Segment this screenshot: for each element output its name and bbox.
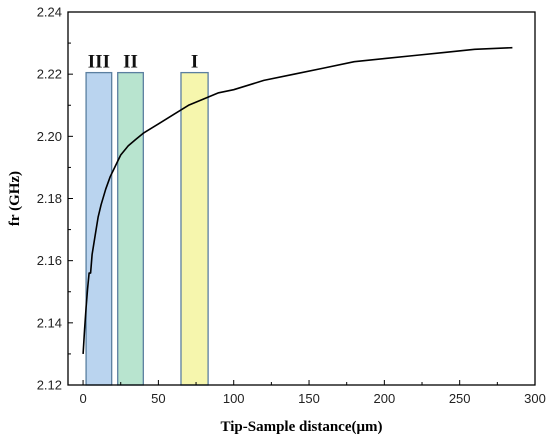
series-layer <box>82 46 513 354</box>
y-tick-label: 2.22 <box>37 67 62 82</box>
region-label-2: II <box>123 52 138 73</box>
x-axis: 0 50 100 150 200 250 300 <box>79 380 546 406</box>
y-tick-label: 2.12 <box>37 378 62 393</box>
y-axis-title: fr (GHz) <box>7 171 23 226</box>
x-tick-label: 0 <box>79 391 86 406</box>
x-tick-label: 50 <box>151 391 165 406</box>
y-tick-label: 2.24 <box>37 5 62 20</box>
y-tick-label: 2.20 <box>37 129 62 144</box>
x-tick-label: 250 <box>449 391 471 406</box>
region-box-3 <box>180 71 209 386</box>
series-line-1 <box>82 46 513 354</box>
y-axis: 2.12 2.14 2.16 2.18 2.20 2.22 2.24 <box>37 5 73 393</box>
highlight-regions: III II I <box>85 52 209 386</box>
x-tick-label: 150 <box>298 391 320 406</box>
region-box-2 <box>117 71 144 386</box>
x-axis-title: Tip-Sample distance(μm) <box>221 419 383 435</box>
x-tick-label: 300 <box>524 391 546 406</box>
region-label-1: III <box>88 52 110 73</box>
region-label-3: I <box>191 52 198 73</box>
region-box-1 <box>85 71 113 386</box>
x-tick-label: 100 <box>223 391 245 406</box>
y-tick-label: 2.14 <box>37 315 62 330</box>
y-tick-label: 2.16 <box>37 253 62 268</box>
x-tick-label: 200 <box>374 391 396 406</box>
y-tick-label: 2.18 <box>37 191 62 206</box>
